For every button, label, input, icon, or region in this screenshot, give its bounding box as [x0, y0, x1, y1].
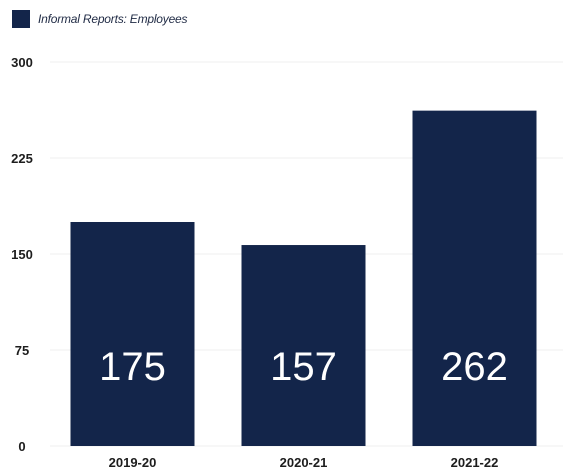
- x-category-label: 2020-21: [280, 455, 328, 470]
- y-tick-label: 300: [11, 55, 33, 70]
- x-category-label: 2019-20: [109, 455, 157, 470]
- bar-value-label: 262: [441, 345, 508, 389]
- y-tick-label: 75: [15, 343, 29, 358]
- y-tick-label: 225: [11, 151, 33, 166]
- y-tick-label: 0: [18, 439, 25, 454]
- bar: [70, 222, 195, 446]
- x-category-label: 2021-22: [451, 455, 499, 470]
- legend-label: Informal Reports: Employees: [38, 12, 188, 26]
- legend-swatch: [12, 10, 30, 28]
- chart-legend: Informal Reports: Employees: [12, 10, 188, 28]
- bar: [241, 245, 366, 446]
- bar-value-label: 175: [99, 345, 166, 389]
- bar: [412, 110, 537, 446]
- y-tick-label: 150: [11, 247, 33, 262]
- bar-value-label: 157: [270, 345, 337, 389]
